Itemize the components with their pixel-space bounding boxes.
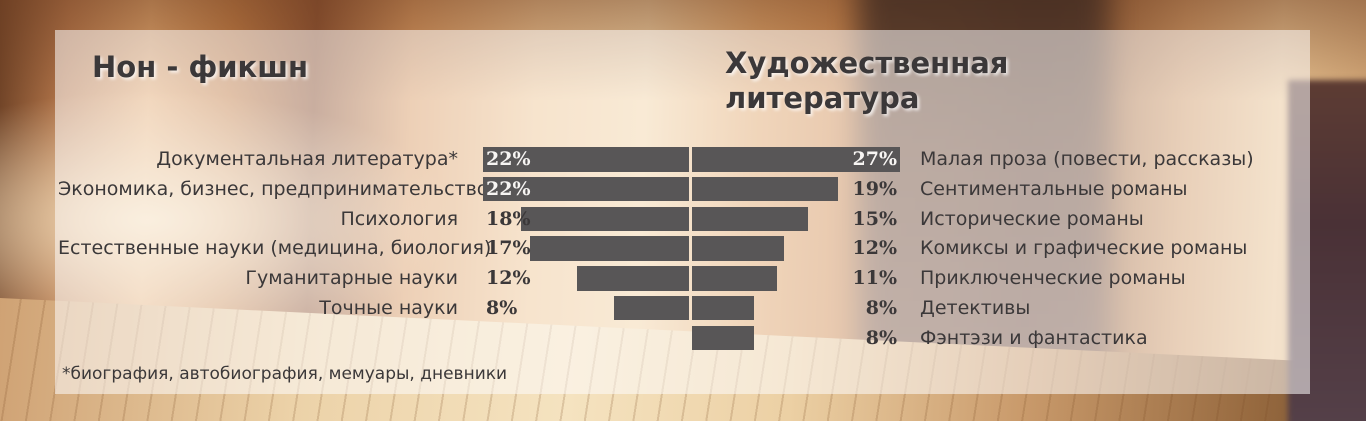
- chart-row: Экономика, бизнес, предпринимательство 22…: [0, 176, 1366, 202]
- bar-right: [692, 236, 785, 261]
- right-section-title: Художественная литература: [725, 46, 1009, 115]
- category-label-right: Комиксы и графические романы: [920, 237, 1248, 260]
- percent-label-left: 18%: [486, 207, 531, 230]
- percent-label-right: 11%: [852, 267, 898, 289]
- bar-left: [483, 147, 689, 172]
- chart-row: Гуманитарные науки 12% 11% Приключенческие …: [0, 266, 1366, 291]
- bar-right: [692, 206, 808, 232]
- bar-left: [530, 236, 689, 261]
- footnote: *биография, автобиография, мемуары, днев…: [62, 364, 508, 384]
- percent-label-left: 12%: [486, 267, 531, 289]
- chart-row: Документальная литература* 22% 27% Малая пр…: [0, 147, 1366, 172]
- category-label-right: Приключенческие романы: [920, 267, 1186, 289]
- percent-label-right: 19%: [852, 177, 898, 200]
- percent-label-right: 8%: [865, 296, 897, 319]
- bar-right: [692, 325, 754, 351]
- left-section-title: Нон - фикшн: [92, 50, 309, 84]
- category-label-right: Малая проза (повести, рассказы): [920, 148, 1254, 170]
- chart-row: Естественные науки (медицина, биология) 1…: [0, 236, 1366, 261]
- category-label-left: Документальная литература*: [156, 148, 458, 170]
- category-label-left: Гуманитарные науки: [245, 267, 458, 289]
- bar-right: [692, 147, 900, 172]
- chart-row: Точные науки 8% 8% Детективы: [0, 295, 1366, 321]
- bar-left: [483, 176, 689, 202]
- percent-label-right: 12%: [852, 237, 898, 260]
- category-label-right: Исторические романы: [920, 207, 1144, 230]
- chart-row: 8% Фэнтэзи и фантастика: [0, 325, 1366, 351]
- category-label-right: Фэнтэзи и фантастика: [920, 326, 1148, 349]
- percent-label-right: 15%: [852, 207, 898, 230]
- chart-row: Психология 18% 15% Исторические романы: [0, 206, 1366, 232]
- percent-label-left: 22%: [486, 148, 531, 170]
- percent-label-left: 22%: [486, 177, 531, 200]
- bar-left: [576, 266, 689, 291]
- bar-right: [692, 266, 777, 291]
- percent-label-left: 17%: [486, 237, 531, 260]
- percent-label-right: 8%: [865, 326, 897, 349]
- category-label-left: Точные науки: [319, 296, 458, 319]
- percent-label-right: 27%: [852, 148, 898, 170]
- bar-right: [692, 176, 839, 202]
- category-label-left: Естественные науки (медицина, биология): [58, 237, 492, 260]
- bar-left: [614, 295, 689, 321]
- category-label-right: Детективы: [920, 296, 1031, 319]
- bar-left: [520, 206, 689, 232]
- bar-right: [692, 295, 754, 321]
- category-label-left: Экономика, бизнес, предпринимательство: [58, 177, 489, 200]
- category-label-left: Психология: [340, 207, 458, 230]
- percent-label-left: 8%: [486, 296, 518, 319]
- category-label-right: Сентиментальные романы: [920, 177, 1188, 200]
